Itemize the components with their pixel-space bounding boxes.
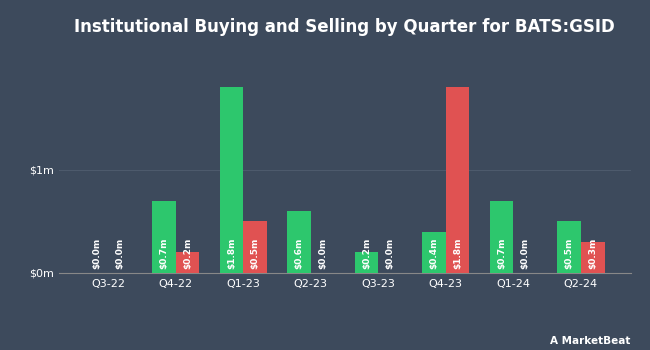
Bar bbox=[422, 232, 446, 273]
Bar bbox=[287, 211, 311, 273]
Text: $0.0m: $0.0m bbox=[92, 238, 101, 269]
Bar bbox=[220, 87, 243, 273]
Text: $0.0m: $0.0m bbox=[521, 238, 530, 269]
Text: $0.6m: $0.6m bbox=[294, 238, 304, 269]
Text: $0.5m: $0.5m bbox=[250, 238, 259, 269]
Text: $0.0m: $0.0m bbox=[116, 238, 124, 269]
Text: $0.3m: $0.3m bbox=[588, 238, 597, 269]
Title: Institutional Buying and Selling by Quarter for BATS:GSID: Institutional Buying and Selling by Quar… bbox=[74, 18, 615, 36]
Text: $0.4m: $0.4m bbox=[430, 237, 439, 269]
Text: $0.2m: $0.2m bbox=[183, 238, 192, 269]
Text: $1.8m: $1.8m bbox=[453, 237, 462, 269]
Bar bbox=[489, 201, 514, 273]
Bar bbox=[152, 201, 176, 273]
Text: $0.5m: $0.5m bbox=[565, 238, 573, 269]
Text: $0.0m: $0.0m bbox=[385, 238, 395, 269]
Text: $0.2m: $0.2m bbox=[362, 238, 371, 269]
Bar bbox=[446, 87, 469, 273]
Text: $0.7m: $0.7m bbox=[159, 237, 168, 269]
Bar bbox=[557, 221, 581, 273]
Text: $0.0m: $0.0m bbox=[318, 238, 327, 269]
Text: $0.7m: $0.7m bbox=[497, 237, 506, 269]
Text: A MarketBeat: A MarketBeat bbox=[550, 336, 630, 346]
Bar bbox=[355, 252, 378, 273]
Text: $1.8m: $1.8m bbox=[227, 237, 236, 269]
Bar bbox=[581, 242, 604, 273]
Bar bbox=[176, 252, 200, 273]
Bar bbox=[243, 221, 267, 273]
